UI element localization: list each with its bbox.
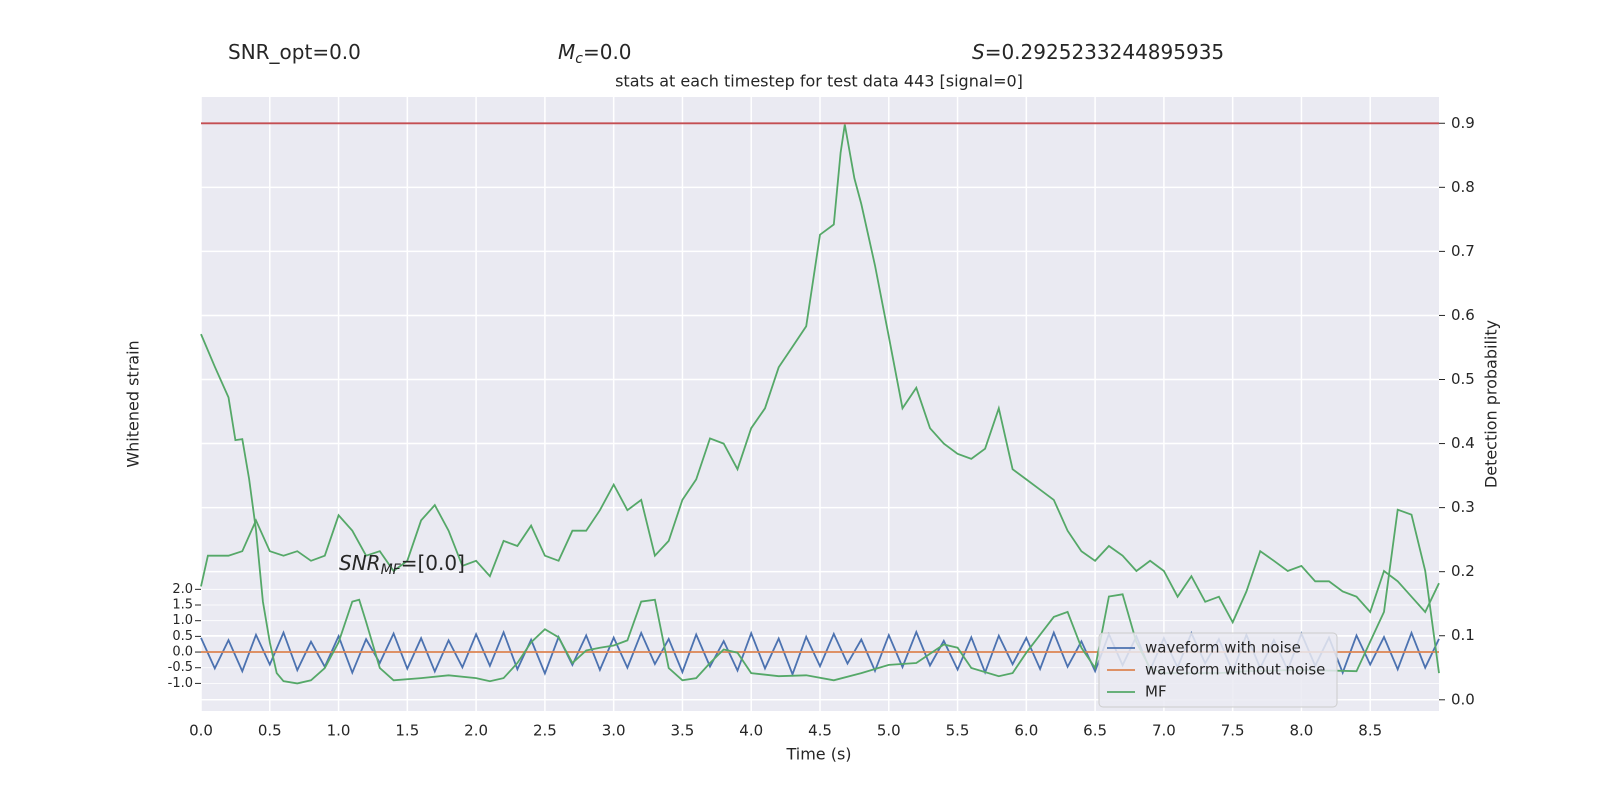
- annotation-symbol: SNR: [339, 551, 381, 575]
- x-tick-label: 1.5: [395, 722, 419, 740]
- x-tick-label: 4.0: [739, 722, 763, 740]
- y-tick-label: 0.5: [172, 629, 193, 644]
- x-tick-label: 5.0: [877, 722, 901, 740]
- x-tick-label: 4.5: [808, 722, 832, 740]
- x-axis-label: Time (s): [785, 745, 851, 764]
- y2-tick-label: 0.7: [1451, 242, 1475, 260]
- x-tick-label: 3.0: [602, 722, 626, 740]
- x-tick-label: 2.5: [533, 722, 557, 740]
- series-line: [200, 333, 1440, 685]
- y2-tick-label: 0.6: [1451, 306, 1475, 324]
- legend-label: MF: [1145, 683, 1167, 701]
- annotation-value: =[0.0]: [401, 551, 465, 575]
- x-tick-label: 6.0: [1014, 722, 1038, 740]
- y2-tick-label: 0.3: [1451, 498, 1475, 516]
- legend-box: [1098, 632, 1338, 708]
- annotation-subscript: c: [575, 51, 583, 67]
- y2-tick-label: 0.5: [1451, 370, 1475, 388]
- x-tick-label: 3.5: [671, 722, 695, 740]
- y-tick-label: 1.5: [172, 598, 193, 613]
- y2-axis-label: Detection probability: [1482, 320, 1501, 488]
- annotation: Mc=0.0: [558, 40, 632, 68]
- x-tick-label: 7.5: [1221, 722, 1245, 740]
- annotation-symbol: S: [972, 40, 985, 64]
- x-tick-label: 2.0: [464, 722, 488, 740]
- x-tick-label: 6.5: [1083, 722, 1107, 740]
- y2-tick-label: 0.9: [1451, 114, 1475, 132]
- y2-tick-label: 0.4: [1451, 434, 1475, 452]
- chart-title: stats at each timestep for test data 443…: [615, 72, 1023, 91]
- series-line: [200, 124, 1440, 625]
- y2-tick-label: 0.0: [1451, 690, 1475, 708]
- y-tick-label: -1.0: [168, 676, 193, 691]
- y-axis-label: Whitened strain: [124, 340, 143, 467]
- y-tick-label: -0.5: [168, 660, 193, 675]
- annotation-value: =0.0: [583, 40, 632, 64]
- y2-tick-label: 0.1: [1451, 626, 1475, 644]
- legend-label: waveform without noise: [1145, 661, 1325, 679]
- x-tick-label: 5.5: [946, 722, 970, 740]
- annotation-text: SNR_opt=0.0: [228, 40, 361, 64]
- annotation: SNR_opt=0.0: [228, 40, 361, 64]
- x-tick-label: 0.0: [189, 722, 213, 740]
- x-tick-label: 1.0: [327, 722, 351, 740]
- y-tick-label: 0.0: [172, 645, 193, 660]
- annotation-symbol: M: [558, 40, 575, 64]
- y-tick-label: 2.0: [172, 582, 193, 597]
- x-tick-label: 7.0: [1152, 722, 1176, 740]
- y2-tick-label: 0.2: [1451, 562, 1475, 580]
- legend-label: waveform with noise: [1145, 639, 1301, 657]
- annotation-subscript: MF: [381, 562, 402, 578]
- annotation-value: =0.2925233244895935: [985, 40, 1224, 64]
- x-tick-label: 0.5: [258, 722, 282, 740]
- x-tick-label: 8.0: [1290, 722, 1314, 740]
- annotation: S=0.2925233244895935: [972, 40, 1224, 64]
- y-tick-label: 1.0: [172, 613, 193, 628]
- annotation: SNRMF=[0.0]: [339, 551, 465, 579]
- y2-tick-label: 0.8: [1451, 178, 1475, 196]
- x-tick-label: 8.5: [1358, 722, 1382, 740]
